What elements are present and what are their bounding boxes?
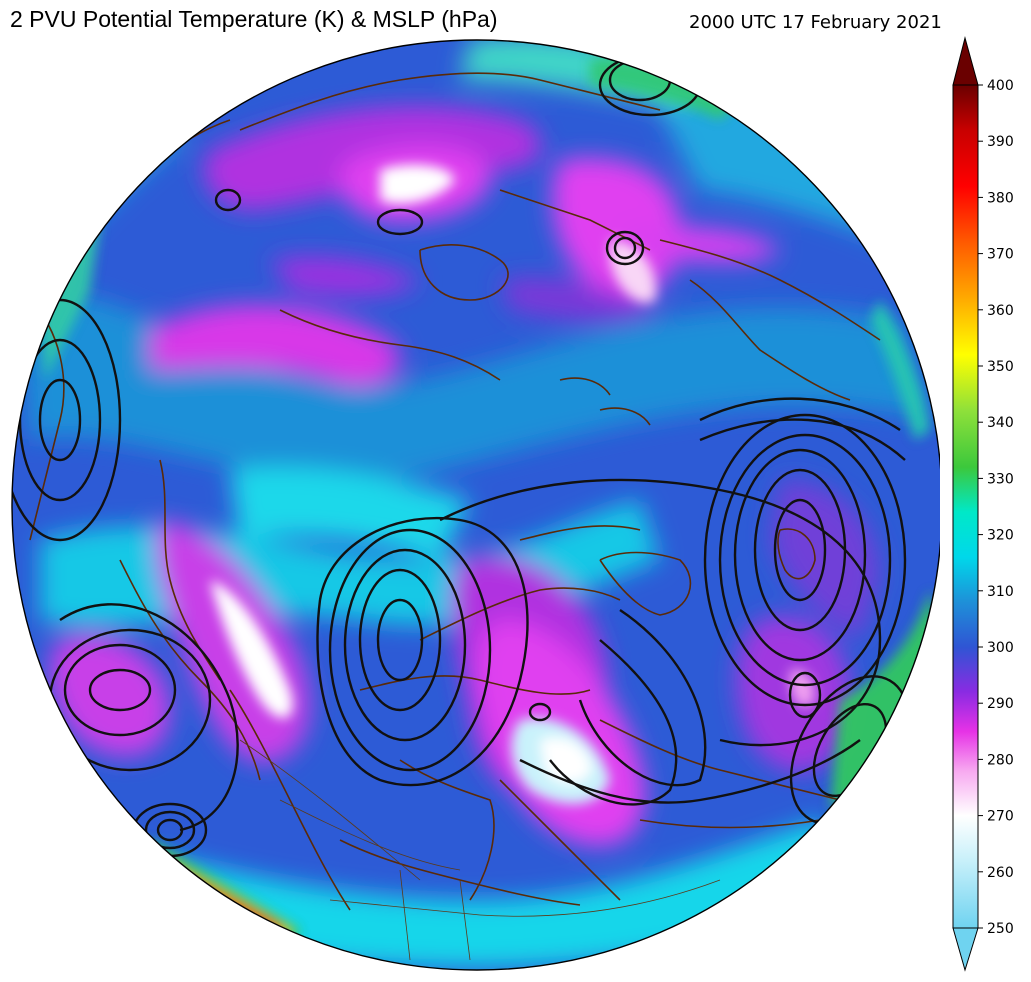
- borders: [239, 739, 721, 961]
- colorbar-tick-label: 360: [987, 303, 1014, 319]
- globe-outline: [11, 39, 940, 971]
- valid-time: 2000 UTC 17 February 2021: [689, 12, 942, 33]
- colorbar-tick-label: 400: [987, 78, 1014, 94]
- colorbar-max-extend-arrow: [952, 36, 979, 86]
- colorbar-ticks: 400 390 380 370 360 350 340 330 320 310 300 290 280 2…: [978, 78, 1014, 937]
- colorbar-tick-label: 280: [987, 752, 1014, 768]
- colorbar-tick-label: 260: [987, 865, 1014, 881]
- colorbar-tick-label: 310: [987, 584, 1014, 600]
- colorbar-tick-label: 320: [987, 528, 1014, 544]
- colorbar-tick-label: 340: [987, 415, 1014, 431]
- colorbar-tick-label: 300: [987, 640, 1014, 656]
- colorbar-tick-label: 270: [987, 809, 1014, 825]
- colorbar-min-extend-arrow: [952, 927, 979, 972]
- colorbar-tick-label: 390: [987, 134, 1014, 150]
- colorbar-gradient: [952, 84, 979, 929]
- colorbar-tick-label: 330: [987, 471, 1014, 487]
- colorbar-tick-label: 250: [987, 921, 1014, 937]
- colorbar-tick-label: 380: [987, 190, 1014, 206]
- mslp-isobars: [12, 53, 911, 858]
- globe-map: [11, 39, 940, 971]
- colorbar-tick-label: 350: [987, 359, 1014, 375]
- potential-temperature-field: [12, 40, 940, 970]
- colorbar-tick-label: 290: [987, 696, 1014, 712]
- colorbar-tick-label: 370: [987, 247, 1014, 263]
- map-title: 2 PVU Potential Temperature (K) & MSLP (…: [10, 6, 498, 32]
- colorbar: 400 390 380 370 360 350 340 330 320 310 300 290 280 2…: [952, 36, 1014, 972]
